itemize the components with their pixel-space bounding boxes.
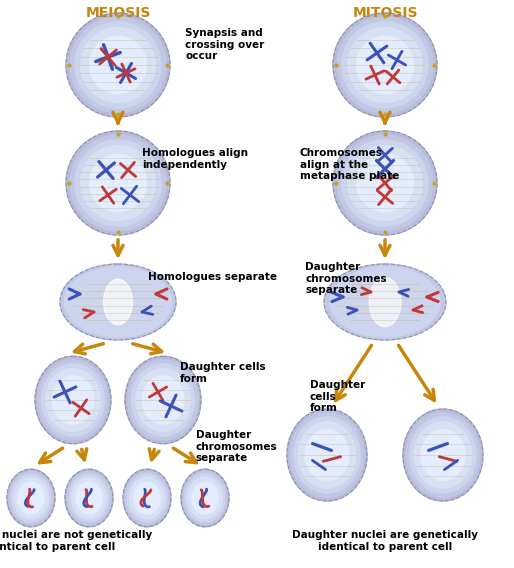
Ellipse shape	[298, 422, 356, 488]
Text: Daughter
chromosomes
separate: Daughter chromosomes separate	[305, 262, 387, 295]
Ellipse shape	[333, 13, 437, 117]
Text: Daughter nuclei are genetically
identical to parent cell: Daughter nuclei are genetically identica…	[292, 530, 478, 552]
Ellipse shape	[337, 135, 433, 231]
Ellipse shape	[134, 482, 160, 514]
Ellipse shape	[103, 279, 133, 325]
Ellipse shape	[347, 28, 423, 102]
Ellipse shape	[330, 267, 440, 337]
Ellipse shape	[127, 474, 167, 522]
Ellipse shape	[89, 36, 146, 94]
Ellipse shape	[125, 356, 201, 444]
Text: Synapsis and
crossing over
occur: Synapsis and crossing over occur	[185, 28, 264, 61]
Ellipse shape	[130, 477, 164, 519]
Ellipse shape	[188, 477, 222, 519]
Ellipse shape	[142, 376, 184, 424]
Ellipse shape	[42, 364, 104, 436]
Text: Daughter
cells
form: Daughter cells form	[310, 380, 365, 413]
Ellipse shape	[369, 277, 401, 327]
Text: Daughter
chromosomes
separate: Daughter chromosomes separate	[196, 430, 278, 463]
Ellipse shape	[38, 360, 108, 440]
Ellipse shape	[192, 482, 218, 514]
Ellipse shape	[287, 409, 367, 501]
Ellipse shape	[67, 471, 111, 524]
Ellipse shape	[337, 17, 433, 113]
Ellipse shape	[72, 477, 106, 519]
Ellipse shape	[11, 474, 51, 522]
Ellipse shape	[70, 17, 166, 113]
Ellipse shape	[75, 22, 161, 108]
Ellipse shape	[69, 474, 109, 522]
Ellipse shape	[7, 469, 55, 527]
Ellipse shape	[66, 13, 170, 117]
Ellipse shape	[414, 422, 472, 488]
Text: Daughter cells
form: Daughter cells form	[180, 362, 266, 383]
Ellipse shape	[52, 376, 94, 424]
Ellipse shape	[65, 469, 113, 527]
Ellipse shape	[421, 430, 465, 481]
Ellipse shape	[136, 369, 190, 432]
Ellipse shape	[403, 409, 483, 501]
Ellipse shape	[185, 474, 225, 522]
Ellipse shape	[125, 471, 169, 524]
Ellipse shape	[66, 131, 170, 235]
Ellipse shape	[119, 272, 161, 332]
Text: MITOSIS: MITOSIS	[352, 6, 418, 20]
Text: Homologues separate: Homologues separate	[148, 272, 277, 282]
Text: Chromosomes
align at the
metaphase plate: Chromosomes align at the metaphase plate	[300, 148, 399, 181]
Ellipse shape	[75, 272, 117, 332]
Ellipse shape	[76, 482, 102, 514]
Ellipse shape	[132, 364, 194, 436]
Ellipse shape	[410, 417, 476, 493]
Ellipse shape	[305, 430, 349, 481]
Ellipse shape	[35, 356, 111, 444]
Ellipse shape	[347, 145, 423, 220]
Text: Daughter nuclei are not genetically
identical to parent cell: Daughter nuclei are not genetically iden…	[0, 530, 153, 552]
Ellipse shape	[342, 22, 428, 108]
Ellipse shape	[46, 369, 100, 432]
Ellipse shape	[60, 264, 176, 340]
Ellipse shape	[356, 154, 414, 212]
Ellipse shape	[333, 131, 437, 235]
Ellipse shape	[128, 360, 198, 440]
Ellipse shape	[290, 413, 364, 498]
Ellipse shape	[18, 482, 44, 514]
Ellipse shape	[70, 135, 166, 231]
Ellipse shape	[356, 36, 414, 94]
Ellipse shape	[294, 417, 360, 493]
Ellipse shape	[181, 469, 229, 527]
Ellipse shape	[183, 471, 227, 524]
Text: Homologues align
independently: Homologues align independently	[142, 148, 248, 170]
Ellipse shape	[81, 28, 155, 102]
Text: MEIOSIS: MEIOSIS	[85, 6, 151, 20]
Ellipse shape	[75, 140, 161, 226]
Ellipse shape	[14, 477, 48, 519]
Ellipse shape	[324, 264, 446, 340]
Ellipse shape	[406, 413, 480, 498]
Ellipse shape	[81, 145, 155, 220]
Ellipse shape	[123, 469, 171, 527]
Ellipse shape	[64, 267, 172, 337]
Ellipse shape	[342, 140, 428, 226]
Ellipse shape	[9, 471, 53, 524]
Ellipse shape	[89, 154, 146, 212]
